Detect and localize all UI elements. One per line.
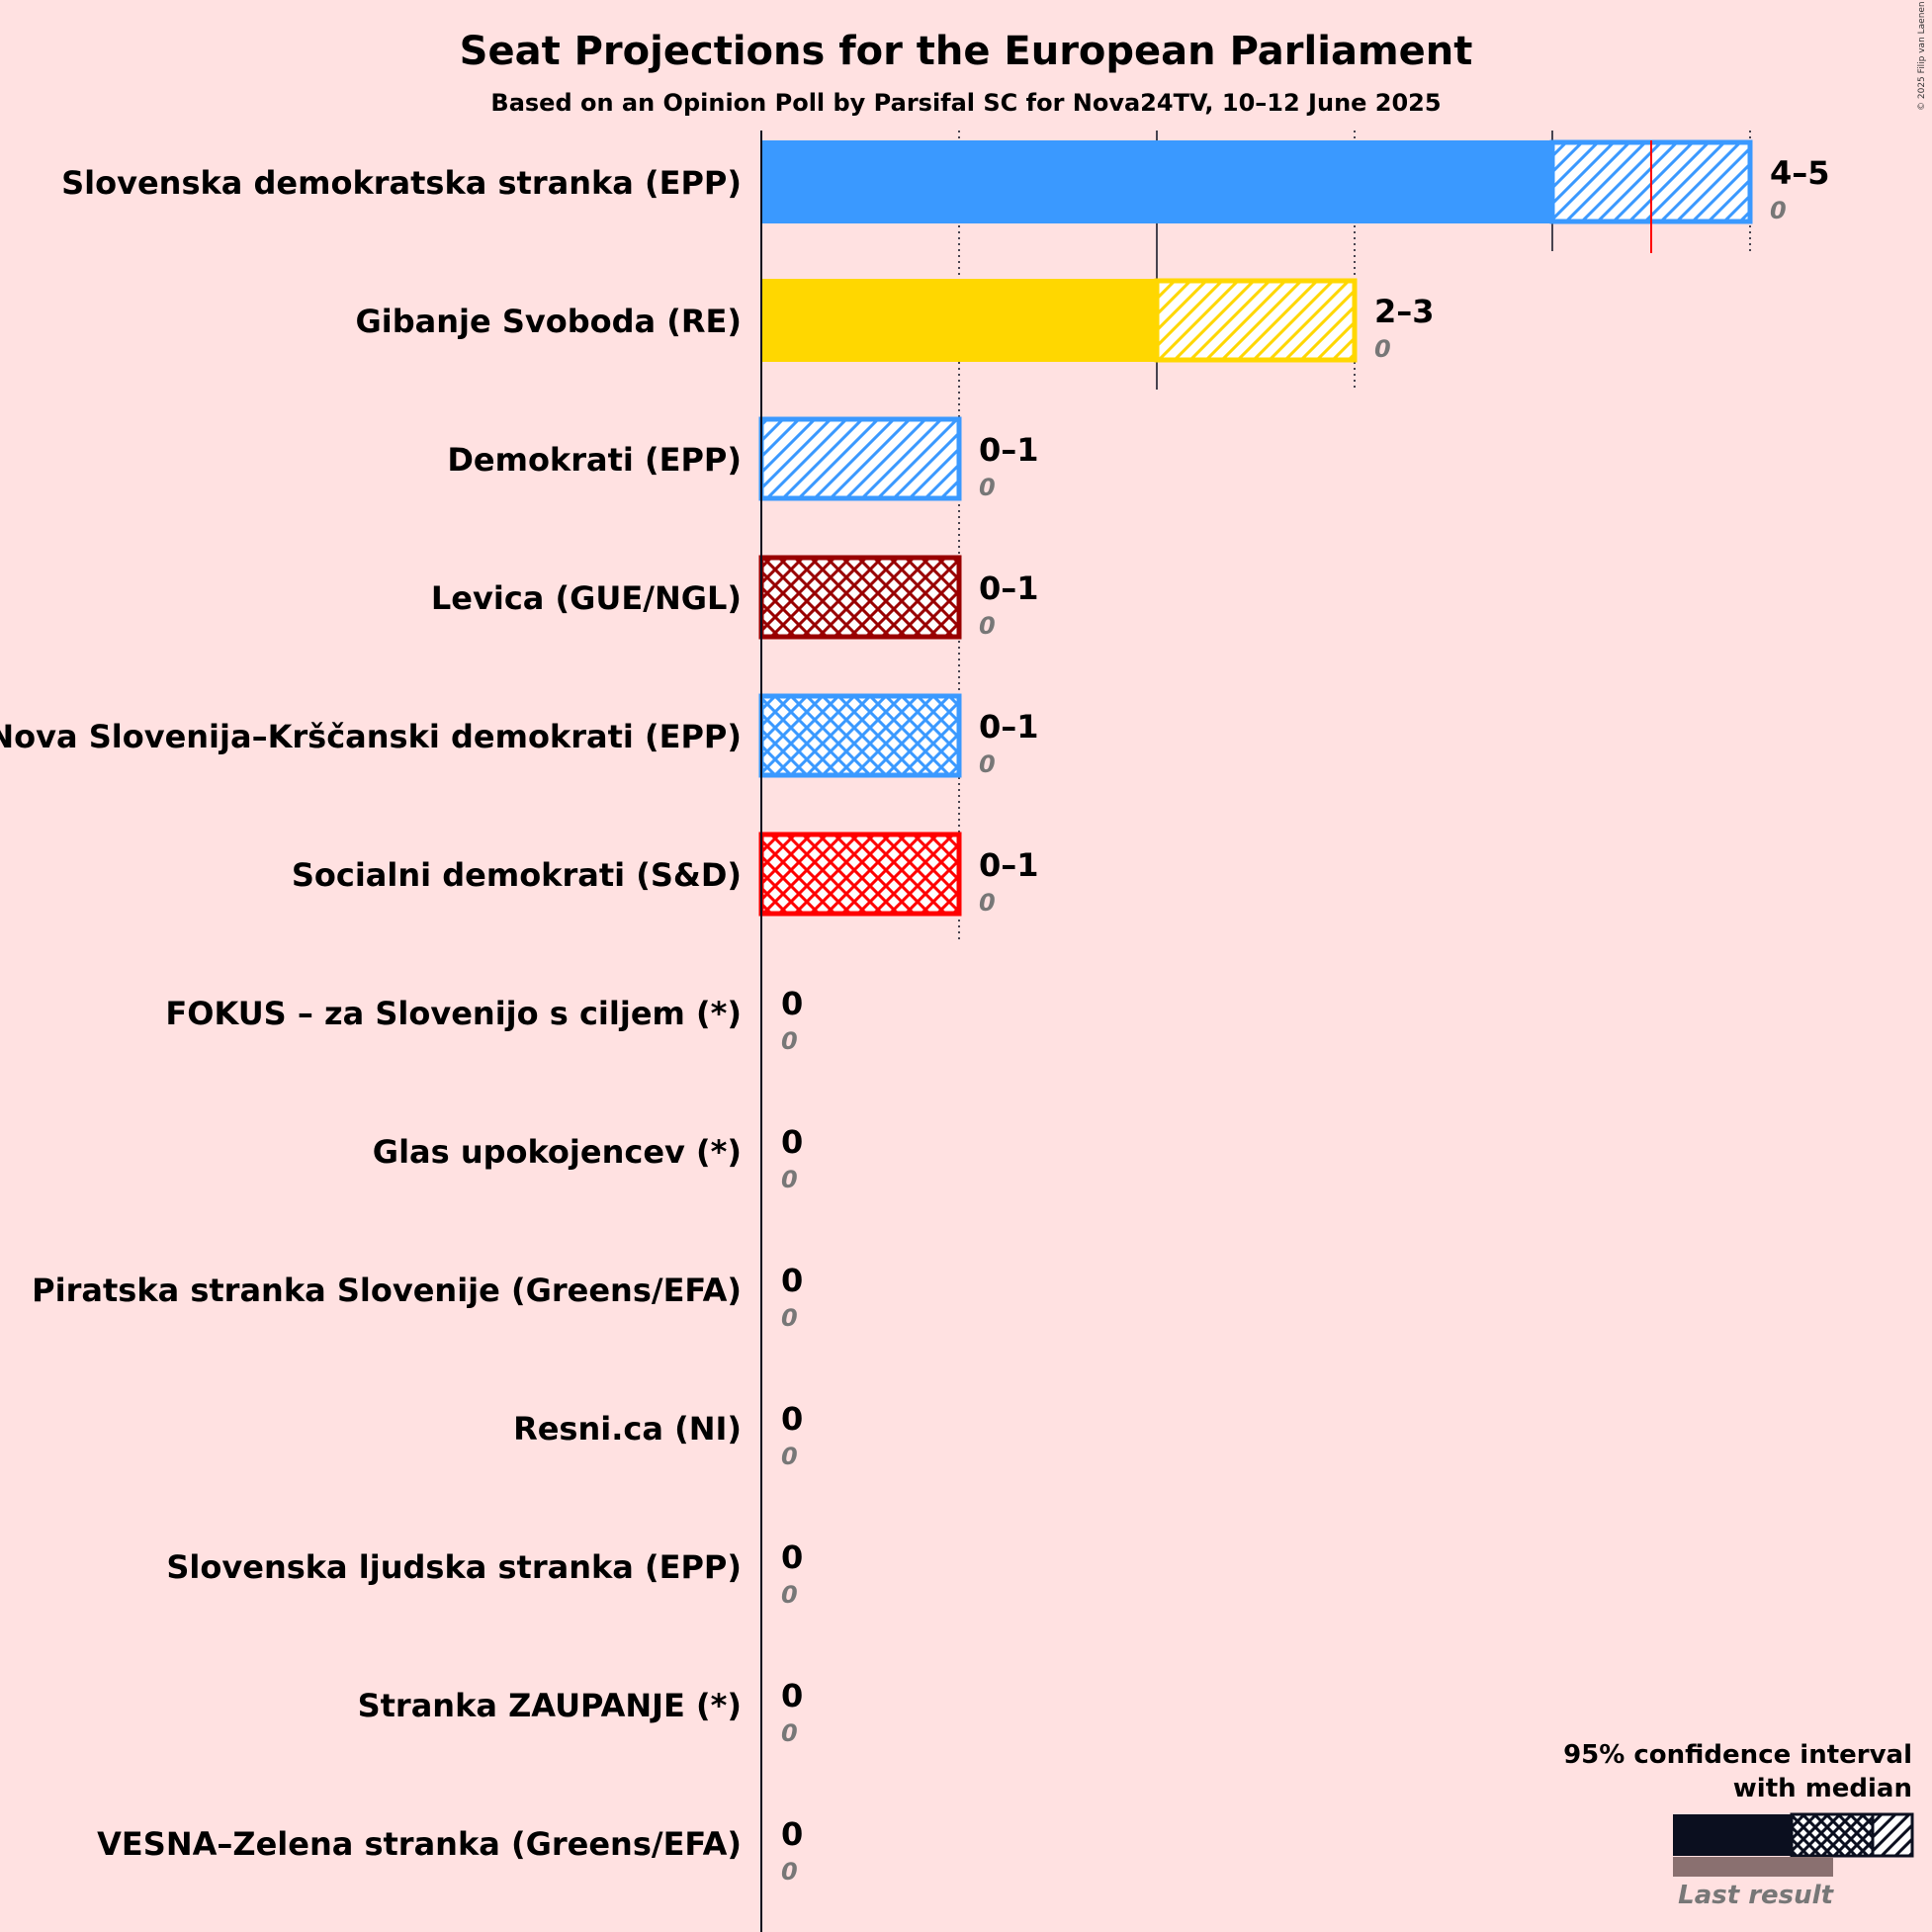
seat-range-label: 0 [781, 1262, 803, 1299]
seat-range-label: 0 [781, 985, 803, 1022]
legend-median-label: with median [1733, 1774, 1912, 1803]
chart-title: Seat Projections for the European Parlia… [460, 29, 1473, 74]
last-result-label: 0 [1374, 335, 1391, 363]
last-result-label: 0 [781, 1719, 798, 1747]
ci-range-bar [758, 555, 962, 640]
legend: 95% confidence interval with median Last… [1563, 1740, 1914, 1910]
party-label: Gibanje Svoboda (RE) [356, 303, 743, 340]
party-label: Socialni demokrati (S&D) [292, 856, 742, 894]
party-rows: Slovenska demokratska stranka (EPP) 4–50G… [0, 139, 1830, 1886]
party-label: Nova Slovenija–Krščanski demokrati (EPP) [0, 718, 742, 755]
legend-diag-swatch [1871, 1812, 1914, 1858]
seat-range-label: 0–1 [979, 570, 1039, 607]
party-label: Piratska stranka Slovenije (Greens/EFA) [32, 1272, 742, 1309]
party-row: FOKUS – za Slovenijo s ciljem (*) 0 0 [165, 985, 803, 1055]
party-label: Glas upokojencev (*) [373, 1133, 742, 1171]
party-row: Slovenska demokratska stranka (EPP) 4–5 0 [61, 139, 1830, 253]
legend-last-result-bar [1673, 1857, 1833, 1877]
last-result-label: 0 [979, 750, 996, 778]
seat-range-label: 2–3 [1374, 293, 1435, 330]
party-row: Stranka ZAUPANJE (*) 0 0 [358, 1677, 804, 1747]
legend-ci-label: 95% confidence interval [1563, 1740, 1912, 1770]
last-result-label: 0 [781, 1443, 798, 1470]
last-result-label: 0 [781, 1581, 798, 1609]
legend-solid-swatch [1673, 1814, 1792, 1856]
ci-range-bar [758, 416, 962, 501]
party-row: Nova Slovenija–Krščanski demokrati (EPP)… [0, 693, 1039, 778]
ci-range-bar [1154, 278, 1358, 363]
last-result-label: 0 [781, 1027, 798, 1055]
ci-solid-bar [761, 140, 1552, 223]
party-row: Piratska stranka Slovenije (Greens/EFA) 0… [32, 1262, 803, 1332]
party-row: Demokrati (EPP) 0–1 0 [447, 416, 1039, 501]
legend-last-result-label: Last result [1678, 1881, 1834, 1910]
seat-range-label: 0–1 [979, 846, 1039, 884]
copyright-note: © 2025 Filip van Laenen [1917, 1, 1927, 111]
legend-cross-swatch [1790, 1812, 1875, 1858]
party-row: Slovenska ljudska stranka (EPP) 0 0 [166, 1538, 803, 1609]
party-row: Levica (GUE/NGL) 0–1 0 [431, 555, 1039, 640]
party-label: Slovenska ljudska stranka (EPP) [166, 1548, 742, 1586]
ci-solid-bar [761, 279, 1157, 362]
party-label: FOKUS – za Slovenijo s ciljem (*) [165, 995, 742, 1032]
party-label: Resni.ca (NI) [513, 1410, 742, 1448]
party-label: Slovenska demokratska stranka (EPP) [61, 164, 742, 202]
seat-range-label: 0 [781, 1815, 803, 1853]
party-row: Socialni demokrati (S&D) 0–1 0 [292, 832, 1039, 917]
party-row: Glas upokojencev (*) 0 0 [373, 1123, 803, 1193]
ci-range-bar [758, 832, 962, 917]
party-label: Stranka ZAUPANJE (*) [358, 1687, 742, 1724]
party-row: Resni.ca (NI) 0 0 [513, 1400, 803, 1470]
last-result-label: 0 [1770, 197, 1787, 224]
last-result-label: 0 [781, 1304, 798, 1332]
party-label: VESNA–Zelena stranka (Greens/EFA) [97, 1825, 742, 1863]
seat-range-label: 0 [781, 1677, 803, 1714]
last-result-label: 0 [781, 1858, 798, 1886]
seat-range-label: 0–1 [979, 708, 1039, 746]
gridlines [958, 131, 1751, 943]
seat-range-label: 0 [781, 1123, 803, 1161]
seat-range-label: 0 [781, 1538, 803, 1576]
seat-range-label: 4–5 [1770, 154, 1830, 192]
party-label: Levica (GUE/NGL) [431, 579, 742, 617]
last-result-label: 0 [781, 1166, 798, 1193]
seat-range-label: 0–1 [979, 431, 1039, 469]
party-label: Demokrati (EPP) [447, 441, 742, 479]
last-result-label: 0 [979, 889, 996, 917]
last-result-label: 0 [979, 474, 996, 501]
chart-subtitle: Based on an Opinion Poll by Parsifal SC … [490, 89, 1441, 117]
party-row: Gibanje Svoboda (RE) 2–3 0 [356, 278, 1435, 363]
last-result-label: 0 [979, 612, 996, 640]
seat-range-label: 0 [781, 1400, 803, 1438]
ci-range-bar [758, 693, 962, 778]
party-row: VESNA–Zelena stranka (Greens/EFA) 0 0 [97, 1815, 803, 1886]
